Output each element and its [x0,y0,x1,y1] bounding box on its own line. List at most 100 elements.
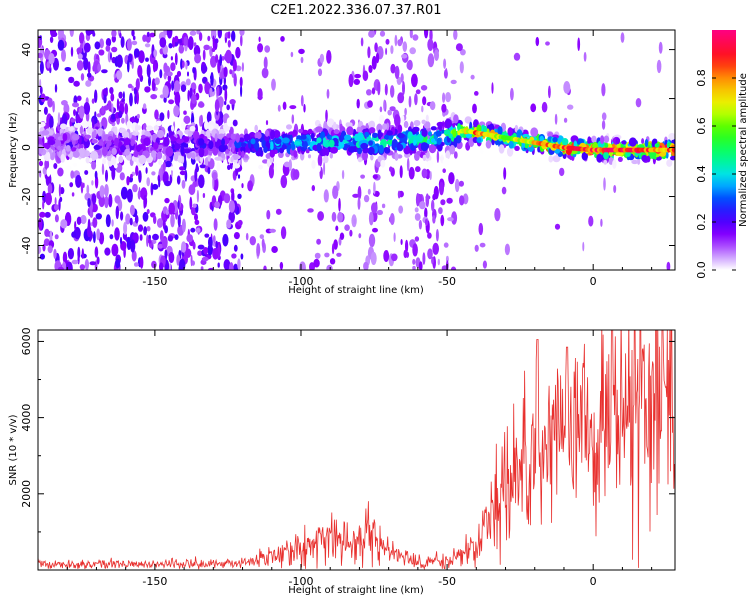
band-blob [644,139,649,148]
noise-blob [111,113,116,120]
noise-blob [148,234,152,240]
noise-blob [48,53,55,65]
noise-blob [109,234,114,240]
spectrogram-panel: -150 -100 -50 0 -40 -20 0 20 40 Height of straigh… [8,29,676,296]
noise-blob [181,265,184,270]
noise-blob [192,203,197,208]
noise-blob [403,249,408,259]
noise-blob [375,52,380,64]
band-blob [311,159,316,169]
noise-blob [145,57,149,62]
band-blob [368,140,373,146]
band-blob [60,123,67,130]
noise-blob [98,194,105,208]
noise-blob [39,169,42,178]
noise-blob [191,94,197,104]
noise-blob [82,182,85,188]
noise-blob [62,251,68,264]
x-tick-label: -150 [142,275,167,288]
noise-blob [397,79,402,85]
noise-blob [91,161,97,170]
noise-blob [96,256,100,265]
band-blob [156,130,165,139]
noise-blob [174,91,181,106]
noise-blob [57,266,64,270]
noise-blob [231,30,236,42]
band-blob [397,124,403,134]
noise-blob [111,219,114,227]
noise-blob [94,246,99,258]
noise-blob [192,67,196,74]
band-blob [118,155,124,164]
noise-blob [171,80,175,91]
noise-blob [422,96,427,106]
noise-blob [159,37,167,48]
band-blob [46,151,51,161]
noise-blob [167,109,170,120]
noise-blob [450,266,457,270]
noise-blob [187,90,190,102]
noise-blob [197,101,205,108]
noise-blob [132,183,138,193]
band-blob [240,145,246,153]
noise-blob [38,160,44,167]
band-blob [204,120,209,130]
noise-blob [197,244,205,250]
noise-blob [370,251,377,265]
band-blob [254,138,259,144]
band-blob [600,135,605,145]
band-blob [386,130,393,136]
noise-blob [419,201,426,210]
noise-blob [92,217,98,228]
band-blob [93,144,101,150]
noise-blob [182,60,185,68]
band-blob [71,134,80,141]
band-blob [413,120,421,127]
band-blob [480,148,484,155]
noise-blob [131,30,135,37]
noise-blob [74,221,77,231]
noise-blob [131,250,137,262]
band-blob [194,156,198,161]
noise-blob [408,166,415,180]
noise-blob [437,258,440,266]
band-blob [436,142,443,152]
noise-blob [44,159,50,170]
band-blob [591,135,597,143]
noise-blob [142,211,149,222]
band-blob [180,145,185,156]
noise-blob [123,246,126,258]
noise-blob [116,70,123,80]
band-blob [132,131,140,136]
noise-blob [44,228,50,237]
band-blob [68,126,74,132]
noise-blob [222,233,229,247]
band-blob [603,159,608,165]
noise-blob [232,58,237,72]
noise-blob [390,45,394,55]
band-blob [561,138,569,146]
band-blob [506,146,514,157]
noise-blob [390,85,395,98]
noise-blob [94,170,98,180]
band-blob [214,156,223,161]
band-blob [453,137,458,148]
noise-blob [198,174,205,189]
heatmap-marks [38,30,675,270]
band-blob [230,133,237,140]
noise-blob [406,157,410,172]
noise-blob [326,88,330,99]
noise-blob [577,37,581,51]
noise-blob [85,80,92,87]
noise-blob [354,73,361,79]
noise-blob [379,106,383,113]
band-blob [216,161,221,172]
band-blob [379,132,383,138]
heatmap-frame [37,29,676,271]
noise-blob [479,242,486,248]
noise-blob [91,117,95,128]
noise-blob [658,41,663,54]
noise-blob [381,203,386,209]
noise-blob [277,104,281,112]
noise-blob [101,105,105,115]
